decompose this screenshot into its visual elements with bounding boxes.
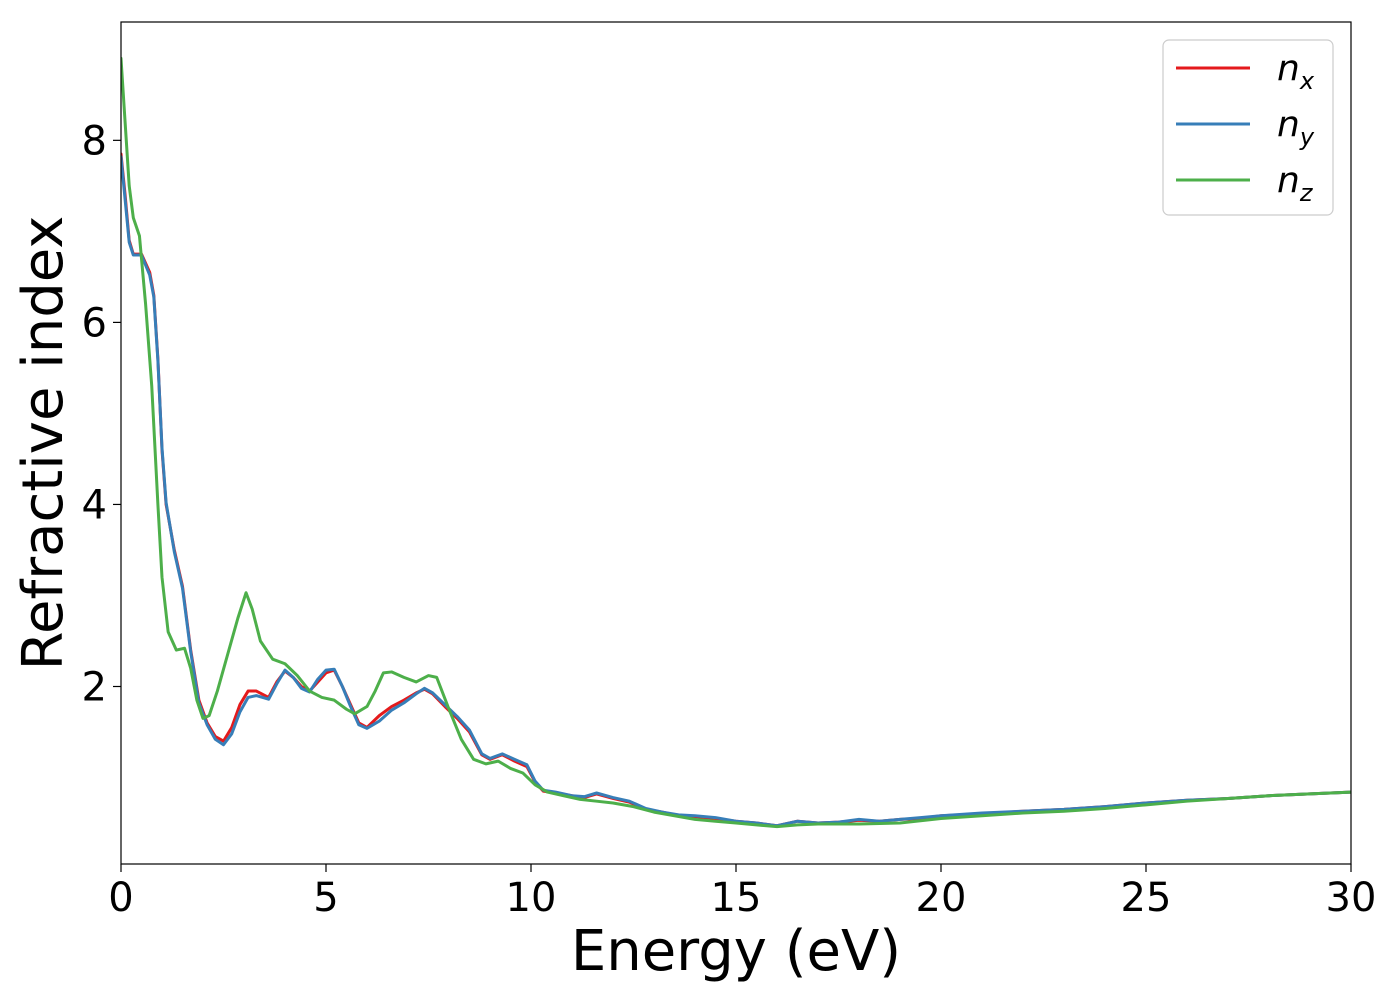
y-axis-label: Refractive index bbox=[11, 216, 76, 671]
x-axis-label: Energy (eV) bbox=[571, 919, 901, 984]
x-tick-label: 0 bbox=[108, 875, 133, 921]
series-line-n-z bbox=[121, 56, 1351, 829]
x-tick-label: 25 bbox=[1121, 875, 1172, 921]
y-tick-label: 6 bbox=[82, 300, 107, 346]
y-tick-label: 8 bbox=[82, 118, 107, 164]
x-axis-ticks: 0 5 10 15 20 25 30 bbox=[108, 864, 1376, 921]
series-line-n-y bbox=[121, 155, 1351, 828]
x-tick-label: 30 bbox=[1326, 875, 1377, 921]
series-line-n-x bbox=[121, 152, 1351, 828]
legend-label-n-y: ny bbox=[1277, 104, 1315, 151]
x-tick-label: 20 bbox=[916, 875, 967, 921]
series-layer bbox=[121, 56, 1351, 829]
legend-label-n-z: nz bbox=[1277, 160, 1314, 207]
y-tick-label: 2 bbox=[82, 664, 107, 710]
legend-label-n-x: nx bbox=[1277, 48, 1315, 95]
y-axis-ticks: 2 4 6 8 bbox=[82, 118, 121, 710]
y-tick-label: 4 bbox=[82, 482, 107, 528]
x-tick-label: 10 bbox=[506, 875, 557, 921]
x-tick-label: 15 bbox=[711, 875, 762, 921]
legend-box bbox=[1162, 39, 1334, 216]
x-tick-label: 5 bbox=[313, 875, 338, 921]
legend: nx ny nz bbox=[1162, 39, 1334, 216]
